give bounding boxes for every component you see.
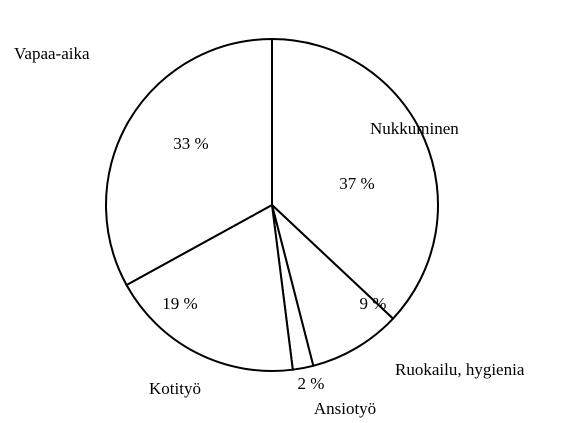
pie-slice bbox=[271, 37, 439, 321]
pie-slice bbox=[105, 37, 273, 287]
category-label: Kotityö bbox=[149, 379, 201, 398]
category-label: Ruokailu, hygienia bbox=[395, 360, 525, 379]
category-label: Ansiotyö bbox=[314, 399, 376, 418]
pie-slice bbox=[125, 203, 294, 372]
value-label: 37 % bbox=[339, 174, 374, 193]
value-label: 2 % bbox=[298, 374, 325, 393]
value-label: 33 % bbox=[173, 134, 208, 153]
value-label: 19 % bbox=[162, 294, 197, 313]
category-label: Nukkuminen bbox=[370, 119, 459, 138]
pie-slice bbox=[270, 201, 395, 368]
category-label: Vapaa-aika bbox=[14, 44, 90, 63]
value-label: 9 % bbox=[360, 294, 387, 313]
